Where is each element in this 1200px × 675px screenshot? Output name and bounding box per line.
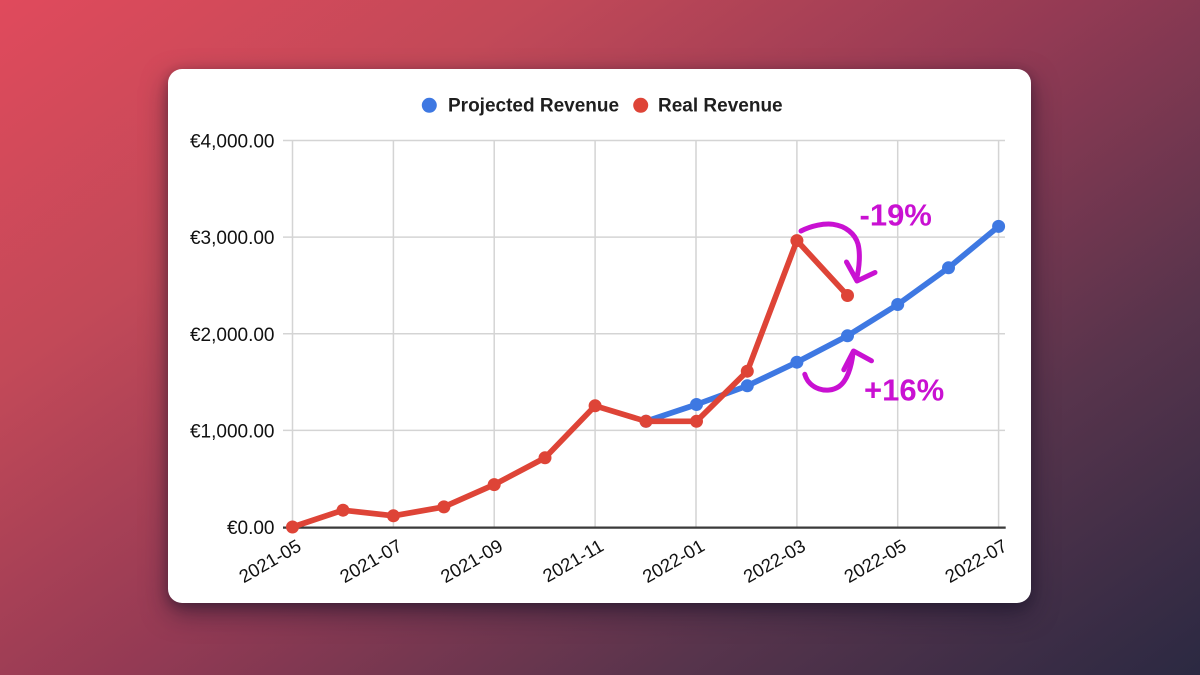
svg-text:2022-01: 2022-01 xyxy=(639,535,708,587)
svg-text:2021-07: 2021-07 xyxy=(336,535,405,587)
svg-text:2022-05: 2022-05 xyxy=(840,535,909,587)
svg-text:2022-07: 2022-07 xyxy=(941,535,1010,587)
svg-text:€3,000.00: €3,000.00 xyxy=(190,228,275,249)
svg-text:Projected Revenue: Projected Revenue xyxy=(448,96,619,117)
svg-text:-19%: -19% xyxy=(860,198,932,233)
svg-text:€2,000.00: €2,000.00 xyxy=(190,325,275,346)
svg-text:Real Revenue: Real Revenue xyxy=(658,96,783,117)
svg-text:2021-05: 2021-05 xyxy=(235,535,304,587)
svg-text:€0.00: €0.00 xyxy=(227,518,275,539)
svg-text:€4,000.00: €4,000.00 xyxy=(190,132,275,153)
svg-text:2022-03: 2022-03 xyxy=(740,535,809,587)
svg-text:2021-09: 2021-09 xyxy=(437,535,506,587)
svg-text:€1,000.00: €1,000.00 xyxy=(190,421,275,442)
svg-text:+16%: +16% xyxy=(864,373,944,408)
svg-text:2021-11: 2021-11 xyxy=(539,535,607,586)
